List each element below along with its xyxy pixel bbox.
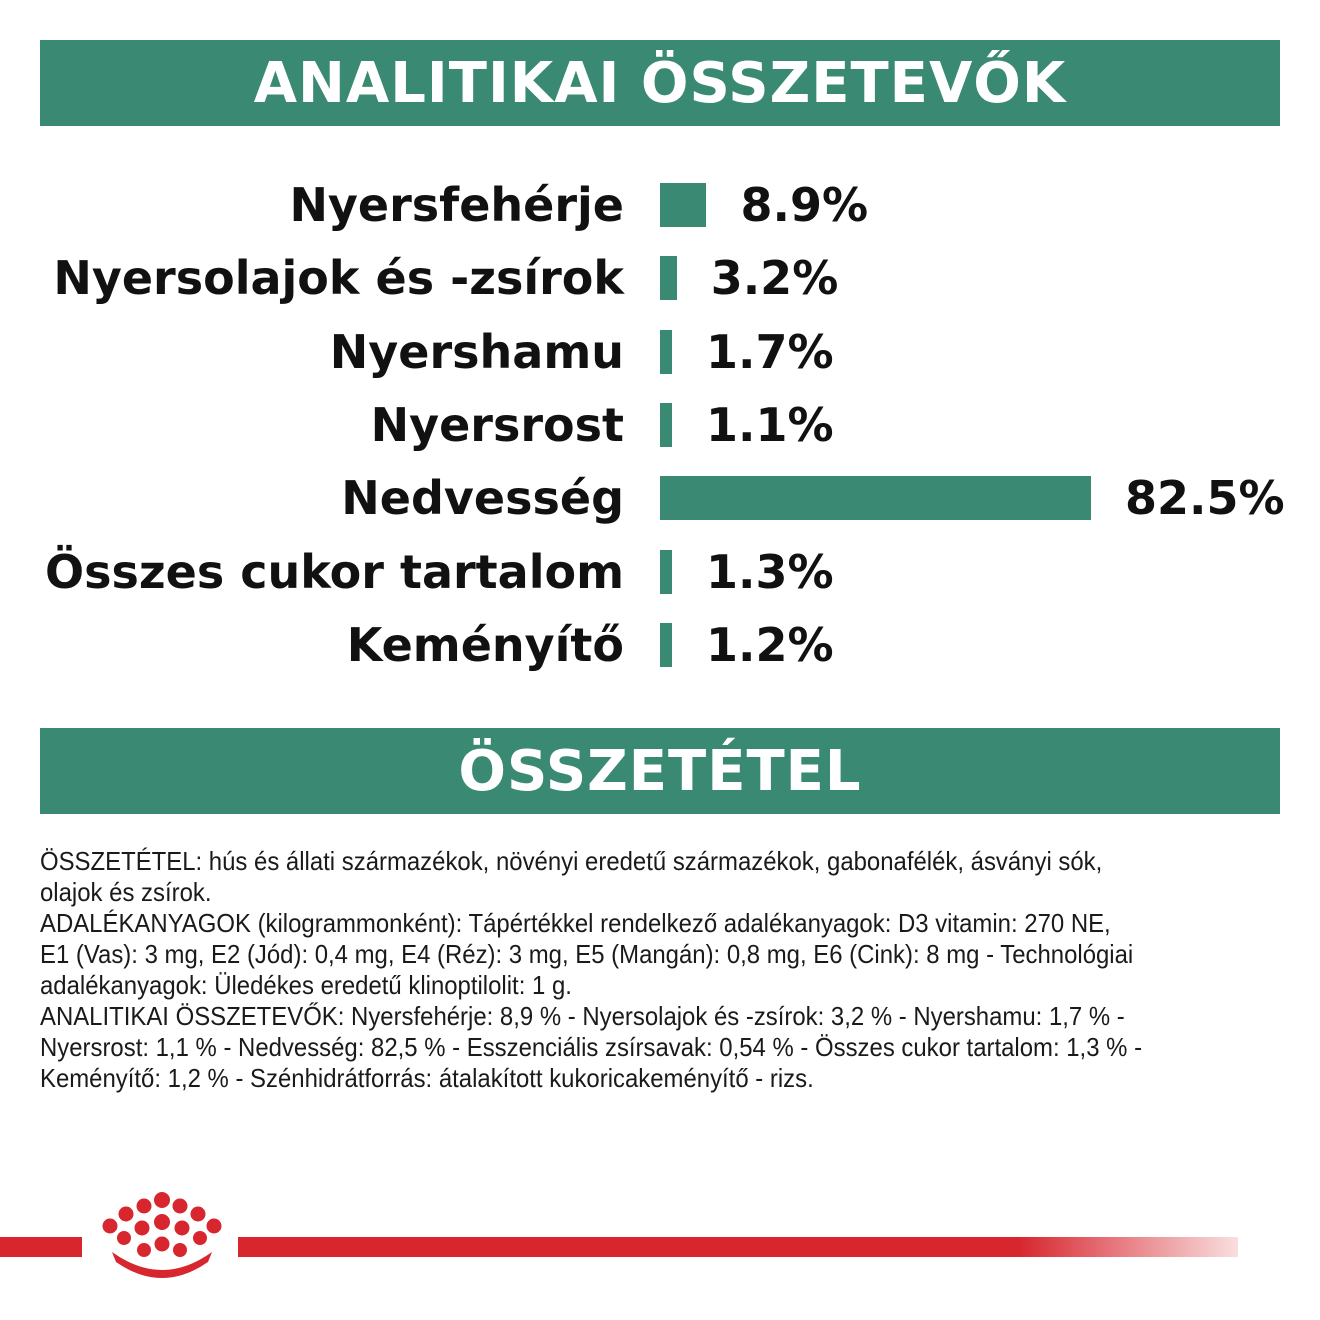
value-label: 1.7% [706,324,834,379]
bar [660,402,672,447]
section-banner: ÖSSZETÉTEL [40,728,1280,814]
page-title: ANALITIKAI ÖSSZETEVŐK [253,50,1067,116]
chart-row: Nedvesség 82.5% [0,468,1320,528]
category-label: Nyershamu [329,324,624,379]
category-label: Összes cukor tartalom [45,544,624,599]
bar [660,183,707,227]
header-banner: ANALITIKAI ÖSSZETEVŐK [40,40,1280,126]
composition-line: olajok és zsírok. [40,877,212,907]
value-label: 82.5% [1125,471,1285,526]
value-label: 1.1% [706,397,834,452]
composition-line: ÖSSZETÉTEL: hús és állati származékok, n… [40,846,1103,876]
bar [660,476,1091,521]
composition-line: adalékanyagok: Üledékes eredetű klinopti… [40,970,572,1000]
composition-line: E1 (Vas): 3 mg, E2 (Jód): 0,4 mg, E4 (Ré… [40,939,1134,969]
value-label: 8.9% [740,178,869,232]
section-title: ÖSSZETÉTEL [458,738,862,804]
brand-stripe-left [0,1237,82,1257]
composition-line: Keményítő: 1,2 % - Szénhidrátforrás: áta… [40,1063,814,1093]
bar [660,622,672,667]
category-label: Keményítő [346,617,624,672]
category-label: Nyersolajok és -zsírok [53,251,624,306]
crown-icon [102,1192,222,1278]
chart-row: Nyershamu 1.7% [0,322,1320,382]
composition-line: ANALITIKAI ÖSSZETEVŐK: Nyersfehérje: 8,9… [40,1001,1125,1031]
composition-line: ADALÉKANYAGOK (kilogrammonként): Tápérté… [40,908,1111,938]
bar [660,329,672,374]
chart-row: Nyersfehérje 8.9% [0,175,1320,235]
category-label: Nyersrost [370,397,624,452]
value-label: 1.3% [706,544,834,599]
chart-row: Keményítő 1.2% [0,615,1320,675]
brand-stripe-right [238,1237,1238,1257]
chart-row: Nyersolajok és -zsírok 3.2% [0,248,1320,308]
chart-row: Összes cukor tartalom 1.3% [0,542,1320,602]
value-label: 1.2% [706,617,834,672]
category-label: Nedvesség [341,471,624,526]
composition-text: ÖSSZETÉTEL: hús és állati származékok, n… [40,846,1185,1094]
chart-row: Nyersrost 1.1% [0,395,1320,455]
category-label: Nyersfehérje [289,178,624,232]
value-label: 3.2% [710,251,839,306]
composition-line: Nyersrost: 1,1 % - Nedvesség: 82,5 % - E… [40,1032,1143,1062]
bar [660,256,677,301]
bar [660,549,672,594]
